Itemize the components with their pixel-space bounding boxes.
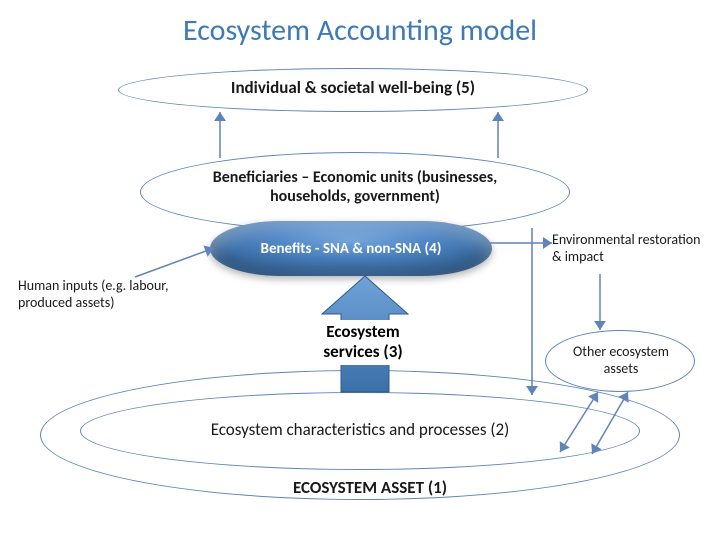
label-beneficiaries: Beneficiaries – Economic units (business… (175, 168, 535, 206)
label-env-restoration: Environmental restoration & impact (552, 232, 712, 266)
page-title: Ecosystem Accounting model (0, 12, 720, 49)
label-human-inputs: Human inputs (e.g. labour, produced asse… (18, 278, 213, 312)
arrow-human-inputs-to-benefits (135, 248, 214, 277)
label-ecosystem-services: Ecosystem services (3) (298, 320, 428, 365)
label-characteristics: Ecosystem characteristics and processes … (150, 420, 570, 440)
label-wellbeing: Individual & societal well-being (5) (168, 78, 538, 98)
label-other-assets: Other ecosystem assets (555, 344, 687, 378)
label-ecosystem-asset: ECOSYSTEM ASSET (1) (250, 478, 490, 498)
label-benefits: Benefits - SNA & non-SNA (4) (235, 240, 468, 258)
diagram-stage: Ecosystem Accounting model Benefits - SN… (0, 0, 720, 540)
ellipse-benefits: Benefits - SNA & non-SNA (4) (210, 221, 492, 276)
